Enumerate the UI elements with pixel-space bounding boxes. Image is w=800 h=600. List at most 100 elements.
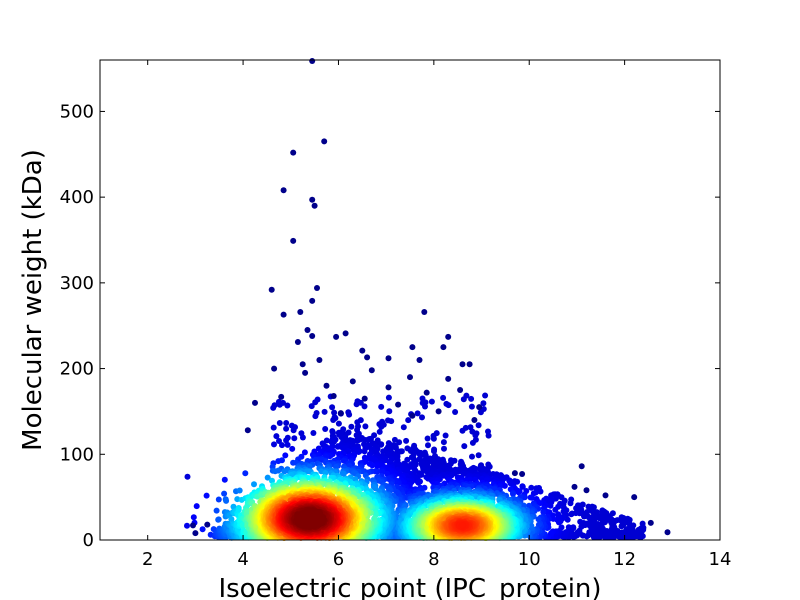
data-point	[301, 449, 308, 456]
data-point	[403, 437, 410, 444]
data-point	[428, 398, 435, 405]
data-point	[251, 481, 257, 488]
data-point	[380, 448, 387, 455]
data-point	[573, 505, 580, 512]
data-point	[485, 432, 492, 439]
data-point	[270, 424, 277, 431]
data-point	[527, 494, 534, 501]
data-point	[599, 508, 606, 515]
data-point	[425, 442, 431, 449]
data-point	[284, 402, 291, 409]
data-point	[184, 522, 190, 529]
data-point	[353, 401, 360, 408]
data-point	[510, 491, 516, 497]
data-point	[405, 417, 412, 424]
data-point	[271, 441, 277, 448]
data-point	[475, 422, 482, 429]
data-point	[361, 448, 368, 455]
data-point	[235, 506, 242, 513]
data-point	[547, 502, 554, 509]
data-point	[386, 408, 393, 415]
data-point	[414, 410, 421, 417]
data-point	[275, 458, 282, 465]
data-point	[565, 524, 572, 531]
data-point	[568, 511, 575, 518]
data-point	[430, 435, 437, 442]
data-point	[308, 403, 315, 410]
data-point	[515, 489, 522, 496]
data-point	[386, 486, 392, 493]
data-point	[577, 518, 584, 525]
data-point	[442, 432, 449, 439]
data-point	[230, 503, 237, 510]
data-point	[203, 492, 210, 499]
data-point	[276, 420, 283, 426]
data-point	[416, 451, 423, 458]
data-point	[221, 476, 228, 483]
data-point	[378, 441, 385, 448]
data-point	[221, 490, 228, 497]
data-point	[581, 513, 588, 520]
data-point	[501, 482, 508, 489]
data-point	[193, 503, 200, 510]
data-point	[228, 516, 235, 523]
data-point	[378, 403, 385, 410]
data-point	[424, 435, 431, 442]
data-point	[273, 433, 280, 440]
data-point	[482, 392, 489, 399]
data-point	[335, 420, 342, 427]
data-point	[477, 409, 484, 416]
data-point	[472, 432, 479, 439]
data-point	[291, 435, 298, 442]
data-point	[469, 439, 476, 446]
data-point	[184, 473, 191, 480]
data-point	[378, 423, 385, 430]
data-point	[190, 514, 197, 521]
data-point	[441, 445, 447, 452]
data-point	[618, 523, 625, 530]
data-point	[459, 427, 466, 434]
data-point	[404, 456, 411, 463]
data-point	[223, 497, 230, 504]
data-point	[213, 507, 220, 514]
data-point	[519, 483, 526, 490]
data-point	[376, 428, 383, 435]
data-point	[284, 441, 291, 448]
data-point	[272, 468, 279, 475]
data-point	[215, 516, 222, 523]
data-point	[396, 439, 403, 446]
data-point	[299, 434, 306, 441]
data-point	[469, 453, 475, 460]
data-point	[550, 515, 557, 522]
data-point	[537, 488, 544, 495]
data-point	[540, 509, 547, 515]
data-point	[281, 468, 288, 475]
data-point	[236, 487, 243, 494]
data-point	[431, 448, 437, 455]
data-point	[460, 396, 467, 403]
data-point	[312, 399, 319, 406]
data-point	[440, 394, 447, 401]
data-point	[362, 423, 369, 430]
data-point	[552, 506, 559, 513]
data-point	[345, 448, 352, 455]
data-point	[618, 514, 625, 521]
data-point	[639, 520, 646, 527]
data-point	[422, 403, 428, 410]
data-point	[282, 452, 289, 459]
data-point	[290, 427, 297, 434]
data-point	[361, 403, 368, 410]
data-point	[289, 445, 296, 452]
data-point	[321, 408, 328, 415]
data-point	[608, 526, 615, 533]
data-point	[283, 425, 290, 432]
data-point	[535, 516, 542, 523]
data-point	[560, 508, 567, 515]
data-point	[276, 438, 282, 444]
data-point	[330, 417, 337, 423]
data-point	[270, 404, 277, 411]
data-point	[374, 463, 381, 470]
data-point	[323, 437, 330, 444]
data-point	[415, 479, 422, 486]
